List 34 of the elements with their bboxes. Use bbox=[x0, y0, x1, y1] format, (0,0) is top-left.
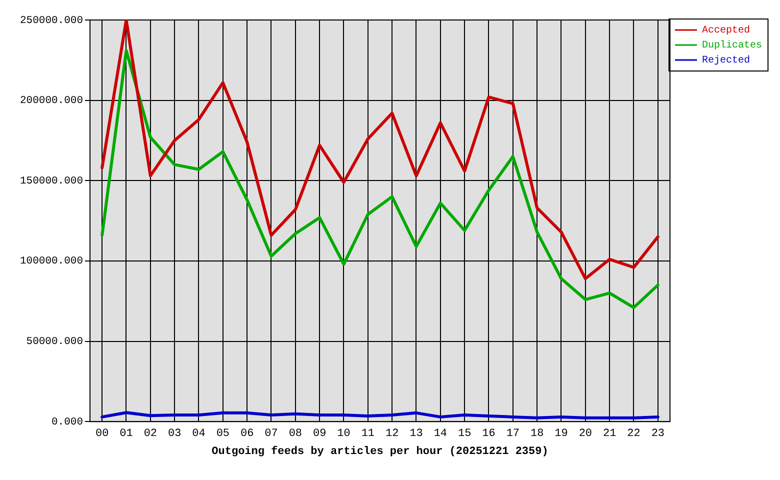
x-tick-label: 02 bbox=[144, 428, 158, 440]
x-tick-label: 10 bbox=[337, 428, 350, 440]
x-tick-label: 03 bbox=[168, 428, 182, 440]
x-tick-label: 20 bbox=[578, 428, 592, 440]
legend-label: Duplicates bbox=[702, 40, 762, 52]
x-tick-label: 16 bbox=[482, 428, 496, 440]
y-tick-label: 250000.000 bbox=[20, 14, 83, 27]
x-tick-label: 22 bbox=[627, 428, 640, 440]
x-tick-label: 11 bbox=[361, 428, 375, 440]
x-tick-label: 05 bbox=[216, 428, 230, 440]
x-tick-label: 13 bbox=[410, 428, 423, 440]
x-tick-label: 19 bbox=[554, 428, 568, 440]
x-tick-label: 01 bbox=[120, 428, 134, 440]
legend-label: Rejected bbox=[702, 54, 750, 67]
y-tick-label: 100000.000 bbox=[20, 256, 83, 268]
x-tick-label: 06 bbox=[240, 428, 254, 440]
x-tick-label: 21 bbox=[602, 428, 617, 440]
x-tick-label: 17 bbox=[506, 428, 520, 440]
x-tick-label: 14 bbox=[434, 428, 448, 440]
x-axis-title: Outgoing feeds by articles per hour (20251221 2359) bbox=[212, 445, 548, 458]
x-tick-label: 15 bbox=[458, 428, 472, 440]
x-tick-label: 12 bbox=[385, 428, 399, 440]
x-tick-label: 00 bbox=[95, 428, 109, 440]
y-tick-label: 50000.000 bbox=[26, 336, 83, 348]
y-tick-label: 0.000 bbox=[51, 416, 83, 428]
x-tick-label: 18 bbox=[530, 428, 544, 440]
x-tick-label: 04 bbox=[192, 428, 206, 440]
y-tick-label: 200000.000 bbox=[20, 95, 83, 108]
x-tick-label: 09 bbox=[312, 428, 326, 440]
y-tick-label: 150000.000 bbox=[20, 175, 83, 188]
x-tick-label: 07 bbox=[264, 428, 278, 440]
legend-label: Accepted bbox=[702, 24, 750, 37]
x-tick-label: 23 bbox=[651, 428, 665, 440]
x-tick-label: 08 bbox=[288, 428, 302, 440]
